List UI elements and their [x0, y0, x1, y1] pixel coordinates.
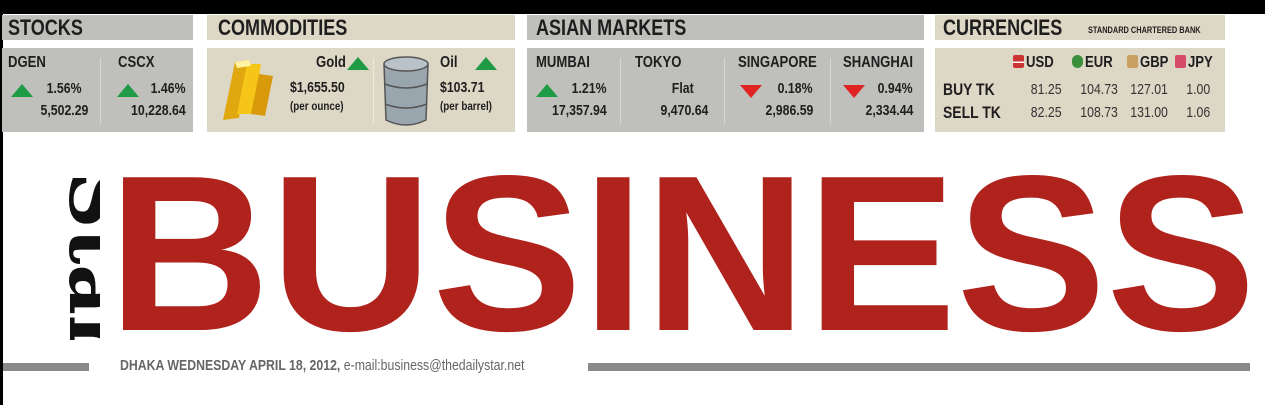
currencies-title: CURRENCIES [943, 15, 1063, 40]
commodity-unit: (per ounce) [290, 99, 344, 113]
currency-gbp: GBP [1127, 54, 1175, 72]
currency-usd: USD [1013, 54, 1060, 72]
commodity-name: Oil [440, 54, 458, 71]
footer-rule-right [588, 363, 1250, 371]
svg-text:Star: Star [51, 172, 100, 340]
commodities-title: COMMODITIES [218, 15, 348, 40]
market-name: MUMBAI [536, 54, 590, 71]
rate-cell: 108.73 [1080, 104, 1118, 121]
stock-name: CSCX [118, 54, 155, 71]
down-arrow-icon [740, 85, 762, 98]
left-edge [0, 0, 3, 405]
rate-cell: 127.01 [1130, 81, 1168, 98]
commodity-price: $103.71 [440, 79, 485, 96]
rate-cell: 104.73 [1080, 81, 1118, 98]
currency-eur: EUR [1072, 54, 1119, 72]
stocks-header [2, 15, 193, 40]
currencies-header [935, 15, 1225, 40]
oil-barrel-icon [383, 56, 429, 126]
up-arrow-icon [475, 57, 497, 70]
stock-change: 1.46% [151, 80, 186, 97]
up-arrow-icon [117, 84, 139, 97]
market-value: 9,470.64 [660, 102, 708, 119]
gold-bars-icon [223, 60, 273, 120]
rate-cell: 1.06 [1186, 104, 1210, 121]
market-name: TOKYO [635, 54, 682, 71]
market-value: 2,334.44 [865, 102, 913, 119]
market-change: 0.94% [878, 80, 913, 97]
masthead-title: BUSINESS [108, 140, 1256, 340]
commodity-unit: (per barrel) [440, 99, 492, 113]
stock-value: 10,228.64 [131, 102, 186, 119]
up-arrow-icon [11, 84, 33, 97]
dateline-text: DHAKA WEDNESDAY APRIL 18, 2012, [120, 357, 341, 374]
market-name: SINGAPORE [738, 54, 817, 71]
stocks-title: STOCKS [8, 15, 83, 40]
dateline: DHAKA WEDNESDAY APRIL 18, 2012, e-mail:b… [120, 357, 613, 374]
stock-value: 5,502.29 [40, 102, 88, 119]
commodity-name: Gold [316, 54, 346, 71]
down-arrow-icon [843, 85, 865, 98]
star-logo: Star [51, 172, 100, 340]
top-black-strip [0, 0, 1265, 14]
rate-cell: 82.25 [1031, 104, 1062, 121]
market-change: Flat [672, 80, 694, 97]
stock-change: 1.56% [47, 80, 82, 97]
up-arrow-icon [347, 57, 369, 70]
asian-markets-title: ASIAN MARKETS [536, 15, 687, 40]
commodity-price: $1,655.50 [290, 79, 345, 96]
commodities-header [207, 15, 515, 40]
rate-cell: 131.00 [1130, 104, 1168, 121]
buy-tk-label: BUY TK [943, 80, 995, 99]
currencies-source: STANDARD CHARTERED BANK [1088, 25, 1201, 35]
market-value: 2,986.59 [765, 102, 813, 119]
svg-text:BUSINESS: BUSINESS [108, 140, 1256, 340]
sell-tk-label: SELL TK [943, 103, 1001, 122]
market-name: SHANGHAI [843, 54, 913, 71]
market-value: 17,357.94 [552, 102, 607, 119]
email-link[interactable]: e-mail:business@thedailystar.net [340, 357, 525, 374]
market-change: 1.21% [572, 80, 607, 97]
footer-rule-left [3, 363, 89, 371]
up-arrow-icon [536, 84, 558, 97]
market-change: 0.18% [778, 80, 813, 97]
currency-jpy: JPY [1175, 54, 1218, 72]
asian-markets-header [527, 15, 924, 40]
rate-cell: 81.25 [1031, 81, 1062, 98]
rate-cell: 1.00 [1186, 81, 1210, 98]
stocks-panel [2, 48, 193, 132]
stock-name: DGEN [8, 54, 46, 71]
